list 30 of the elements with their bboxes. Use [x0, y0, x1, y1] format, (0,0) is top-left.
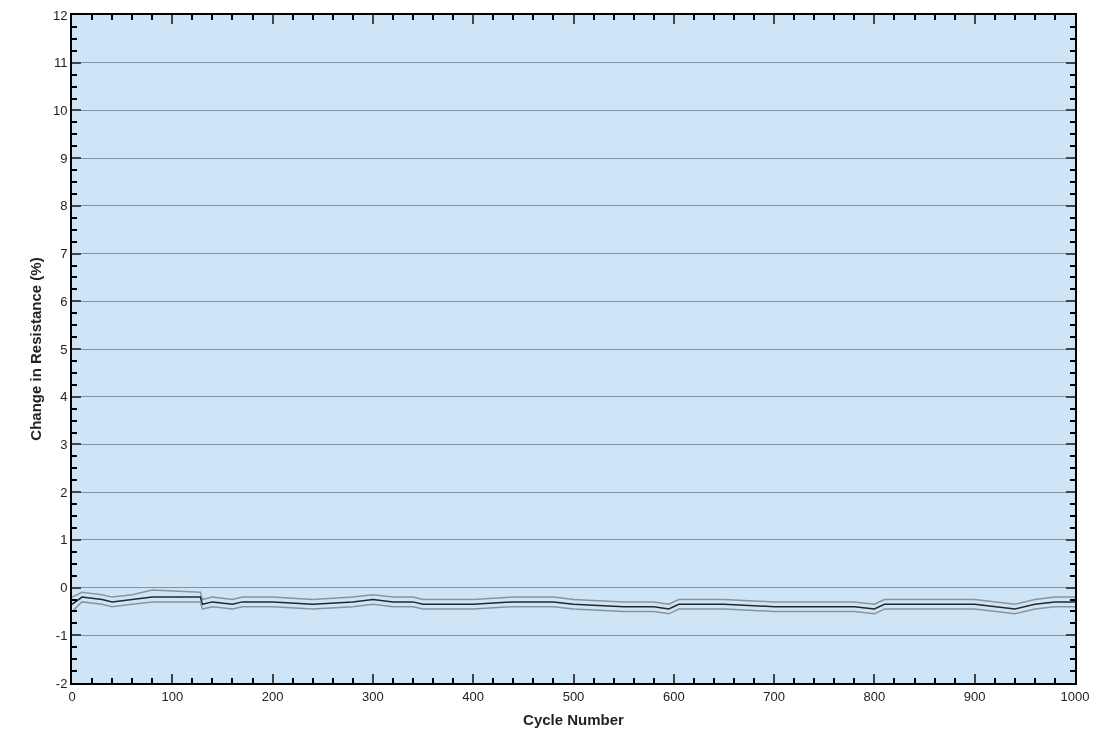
y-tick-label: 0 [60, 580, 68, 596]
y-tick-label: -2 [55, 675, 68, 691]
x-tick-label: 700 [763, 688, 785, 704]
x-tick-label: 500 [562, 688, 585, 704]
x-tick-label: 300 [362, 688, 384, 704]
y-tick-label: 10 [52, 102, 68, 118]
y-tick-label: 9 [60, 150, 68, 166]
x-tick-label: 900 [963, 688, 986, 704]
y-tick-label: 3 [60, 436, 68, 452]
y-tick-label: 1 [60, 532, 68, 548]
x-tick-label: 400 [462, 688, 485, 704]
x-tick-label: 800 [863, 688, 886, 704]
y-tick-label: 2 [60, 484, 68, 500]
line-series [72, 589, 1075, 606]
y-axis-title: Change in Resistance (%) [26, 257, 44, 441]
y-tick-label: 11 [53, 55, 68, 71]
line-series [72, 596, 1075, 610]
y-tick-label: 12 [52, 7, 68, 23]
y-tick-label: 4 [60, 389, 68, 405]
x-tick-label: 600 [662, 688, 685, 704]
x-tick-label: 1000 [1060, 688, 1090, 704]
y-tick-label: 7 [60, 246, 68, 262]
y-tick-label: 5 [60, 341, 68, 357]
x-axis-title: Cycle Number [523, 711, 625, 729]
y-tick-label: -1 [55, 627, 68, 643]
y-tick-label: 6 [60, 293, 68, 309]
line-series [72, 601, 1075, 615]
x-tick-label: 200 [261, 688, 284, 704]
x-tick-label: 100 [161, 688, 184, 704]
y-tick-label: 8 [60, 198, 68, 214]
